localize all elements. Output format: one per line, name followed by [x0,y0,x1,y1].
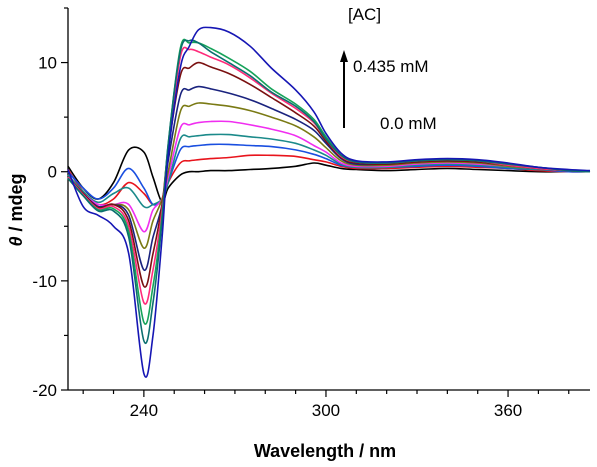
spectrum-line-10 [67,38,591,325]
spectrum-line-4 [67,133,591,209]
plot-area [67,26,591,378]
y-axis-title: θ / mdeg [6,173,26,246]
y-tick-label: -20 [32,381,57,400]
y-tick-label: -10 [32,272,57,291]
spectrum-line-3 [67,143,591,206]
x-tick-label: 300 [312,401,340,420]
spectrum-line-7 [67,85,591,271]
spectrum-line-12 [67,26,591,378]
x-axis-title: Wavelength / nm [254,441,396,461]
spectrum-line-11 [67,39,591,345]
spectrum-line-6 [67,102,591,249]
y-tick-label: 10 [38,54,57,73]
x-tick-label: 360 [494,401,522,420]
y-tick-label: 0 [48,163,57,182]
high-concentration-label: 0.435 mM [353,57,429,76]
spectrum-line-1 [67,146,590,204]
y-axis-title-unit: / mdeg [6,173,26,236]
y-axis-title-symbol: θ [6,236,26,246]
x-tick-label: 240 [130,401,158,420]
annotations: [AC] 0.435 mM 0.0 mM [340,5,437,133]
spectrum-line-8 [67,61,591,288]
axes: 240 300 360 -20 -10 0 10 [32,7,590,420]
spectrum-line-9 [67,46,591,305]
concentration-bracket-label: [AC] [348,5,381,24]
spectrum-line-2 [67,154,591,206]
spectrum-line-5 [67,120,591,233]
low-concentration-label: 0.0 mM [380,114,437,133]
increase-arrow-head [340,50,348,62]
